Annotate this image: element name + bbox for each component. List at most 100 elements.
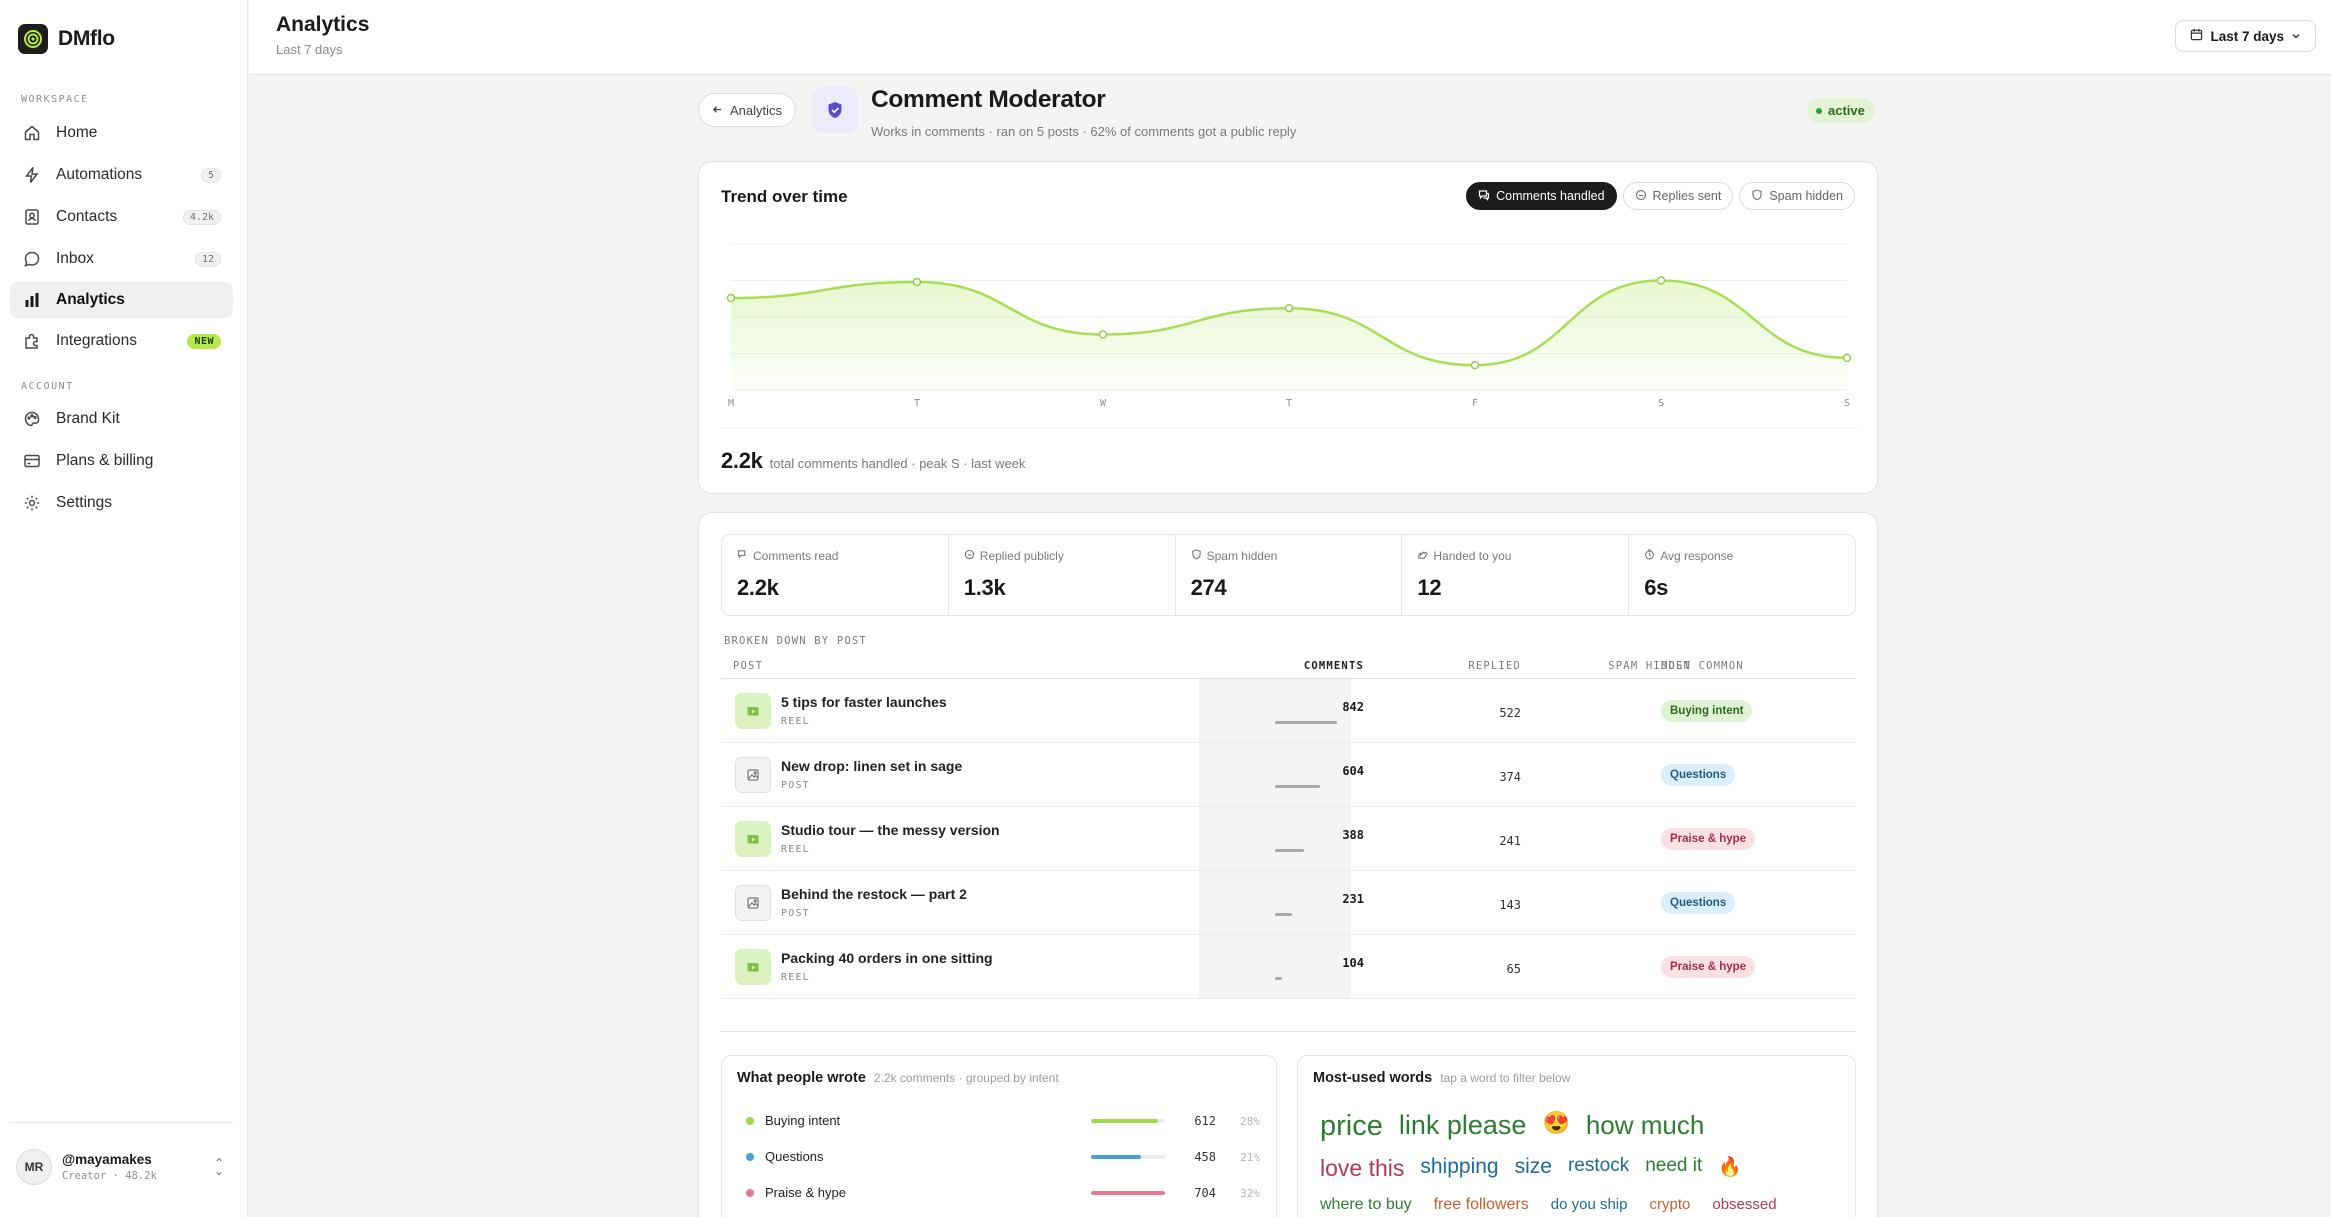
shield-icon	[1191, 549, 1202, 563]
section-divider	[721, 1031, 1856, 1032]
post-type: REEL	[781, 844, 810, 855]
table-row[interactable]: Studio tour — the messy version REEL 388 24…	[721, 807, 1856, 871]
comments-share-bar	[1275, 785, 1320, 788]
post-title: 5 tips for faster launches	[781, 694, 947, 710]
word-chip[interactable]: restock	[1567, 1155, 1630, 1176]
count-badge: 4.2k	[182, 209, 221, 225]
table-row[interactable]: Packing 40 orders in one sitting REEL 104 6…	[721, 935, 1856, 999]
column-header-post[interactable]: POST	[733, 660, 764, 672]
word-chip[interactable]: free followers	[1433, 1196, 1529, 1213]
replied-count: 374	[1499, 770, 1521, 784]
word-chip[interactable]: need it	[1645, 1155, 1703, 1176]
data-point	[1098, 330, 1108, 339]
sidebar-item-automations[interactable]: Automations 5	[10, 157, 233, 193]
intent-tag: Praise & hype	[1661, 828, 1756, 850]
word-chip[interactable]: price	[1320, 1110, 1383, 1142]
intent-bar-track	[1091, 1119, 1165, 1123]
sidebar-item-inbox[interactable]: Inbox 12	[10, 241, 233, 277]
date-range-dropdown[interactable]: Last 7 days	[2175, 20, 2316, 52]
intent-label: Questions	[765, 1149, 824, 1164]
sidebar-item-plans-billing[interactable]: Plans & billing	[10, 443, 233, 479]
pill-label: Spam hidden	[1769, 189, 1843, 203]
comments-share-bar	[1275, 977, 1282, 980]
words-title: Most-used words tap a word to filter belo…	[1313, 1070, 1570, 1086]
comments-count: 231	[1342, 892, 1364, 906]
sidebar-item-contacts[interactable]: Contacts 4.2k	[10, 199, 233, 235]
intent-tag: Praise & hype	[1661, 956, 1756, 978]
pill-spam-hidden[interactable]: Spam hidden	[1739, 182, 1855, 210]
table-row[interactable]: New drop: linen set in sagePOST60437496Q…	[721, 743, 1856, 807]
word-chip[interactable]: where to buy	[1320, 1196, 1412, 1213]
page-subtitle: Last 7 days	[276, 42, 343, 57]
shield-icon	[1751, 188, 1763, 204]
word-chip[interactable]: 🔥	[1718, 1157, 1742, 1178]
avatar: MR	[16, 1148, 52, 1185]
word-chip[interactable]: obsessed	[1712, 1196, 1777, 1213]
metric-value: 2.2k	[737, 575, 779, 600]
word-chip[interactable]: crypto	[1649, 1196, 1691, 1213]
brand[interactable]: DMflo	[18, 24, 115, 54]
pill-label: Comments handled	[1496, 189, 1605, 203]
word-chip[interactable]: 😍	[1542, 1110, 1570, 1135]
metric-label: Avg response	[1660, 549, 1734, 563]
word-chip[interactable]: love this	[1320, 1155, 1405, 1181]
column-header-replied[interactable]: REPLIED	[1468, 660, 1521, 672]
table-caption: BROKEN DOWN BY POST	[724, 635, 867, 647]
hand-icon	[1417, 549, 1429, 563]
comments-count: 604	[1342, 764, 1364, 778]
intent-label: Buying intent	[765, 1113, 841, 1128]
table-row[interactable]: 5 tips for faster launchesREEL84252241Bu…	[721, 679, 1856, 743]
sidebar-item-label: Home	[56, 124, 98, 141]
column-header-spam-hidden[interactable]: SPAM HIDDEN	[1608, 660, 1691, 672]
metric-toggle: Comments handled Replies sent Spam hidde…	[1466, 182, 1855, 210]
table-row[interactable]: Behind the restock — part 2POST23114325Q…	[721, 871, 1856, 935]
sidebar: DMflo WORKSPACE Home Automations 5 Conta…	[0, 0, 248, 1217]
column-header-most-common[interactable]: MOST COMMON	[1661, 660, 1744, 672]
back-to-analytics-button[interactable]: Analytics	[698, 93, 797, 127]
chevron-up-down-icon[interactable]: ⌃ ⌄	[213, 1155, 225, 1178]
clock-icon	[1644, 549, 1655, 563]
user-subtitle: Creator · 48.2k	[62, 1169, 157, 1182]
data-point	[912, 277, 922, 287]
x-tick-label: F	[1472, 398, 1478, 409]
metric-avg-response: Avg response 6s	[1629, 535, 1855, 615]
count-badge: 12	[194, 251, 221, 267]
intent-bar-fill	[1091, 1191, 1165, 1195]
column-header-comments[interactable]: COMMENTS	[1303, 660, 1364, 672]
word-chip[interactable]: shipping	[1420, 1155, 1499, 1178]
intent-bar-fill	[1091, 1155, 1141, 1159]
x-tick-label: W	[1100, 398, 1107, 409]
reel-thumbnail-icon	[735, 949, 771, 985]
pill-replies-sent[interactable]: Replies sent	[1622, 182, 1734, 210]
sidebar-item-analytics[interactable]: Analytics	[10, 282, 233, 318]
status-badge: active	[1807, 98, 1875, 123]
intent-row[interactable]: Questions 458 21%	[746, 1146, 1261, 1168]
what-people-wrote-card: What people wrote 2.2k comments · grouped…	[721, 1055, 1277, 1217]
contacts-icon	[22, 207, 42, 227]
home-icon	[22, 123, 42, 143]
post-type: REEL	[781, 716, 810, 727]
pill-comments-handled[interactable]: Comments handled	[1466, 182, 1617, 210]
sidebar-item-brand-kit[interactable]: Brand Kit	[10, 401, 233, 437]
intent-bar-track	[1091, 1155, 1165, 1159]
new-badge: NEW	[187, 333, 221, 349]
word-chip[interactable]: size	[1514, 1155, 1552, 1178]
intent-row[interactable]: Buying intent 612 28%	[746, 1110, 1261, 1132]
replied-count: 143	[1499, 898, 1521, 912]
wrote-title: What people wrote 2.2k comments · grouped…	[737, 1070, 1059, 1086]
sidebar-item-label: Inbox	[56, 250, 94, 267]
user-account-switcher[interactable]: MR @mayamakes Creator · 48.2k ⌃ ⌄	[10, 1122, 233, 1210]
sidebar-item-home[interactable]: Home	[10, 115, 233, 151]
sidebar-item-settings[interactable]: Settings	[10, 485, 233, 521]
post-title: Studio tour — the messy version	[781, 822, 1000, 838]
sidebar-item-label: Integrations	[56, 332, 137, 349]
word-chip[interactable]: do you ship	[1550, 1196, 1628, 1213]
word-chip[interactable]: link please	[1398, 1110, 1527, 1140]
table-header: POST COMMENTS REPLIED SPAM HIDDEN MOST C…	[721, 653, 1856, 679]
word-chip[interactable]: how much	[1585, 1110, 1705, 1140]
gear-icon	[22, 493, 42, 513]
intent-row[interactable]: Praise & hype 704 32%	[746, 1182, 1261, 1204]
sidebar-item-integrations[interactable]: Integrations NEW	[10, 323, 233, 359]
replied-count: 65	[1506, 962, 1521, 976]
sidebar-item-label: Contacts	[56, 208, 118, 225]
